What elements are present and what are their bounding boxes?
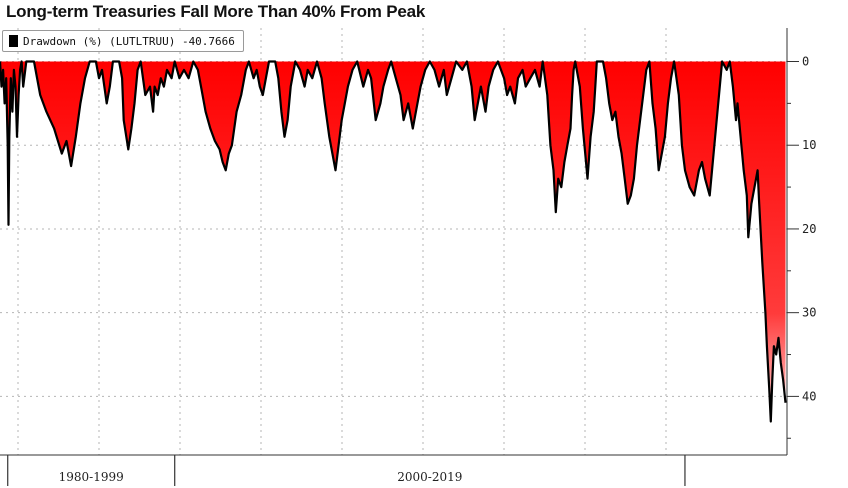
legend-swatch-icon [9, 35, 18, 47]
x-era-label: 1980-1999 [59, 470, 124, 484]
x-era-label: 2000-2019 [397, 470, 462, 484]
y-tick-label: 30 [802, 306, 816, 320]
legend-label: Drawdown (%) (LUTLTRUU) -40.7666 [23, 34, 235, 48]
y-axis: 0 10 20 30 40 [786, 28, 816, 455]
y-tick-label: 40 [802, 389, 816, 403]
chart-title: Long-term Treasuries Fall More Than 40% … [6, 2, 426, 21]
y-tick-label: 10 [802, 138, 816, 152]
y-tick-label: 0 [802, 54, 809, 68]
x-axis: 1980-1999 2000-2019 [0, 454, 787, 486]
drawdown-line [0, 60, 787, 423]
series-drawdown [0, 60, 787, 423]
legend: Drawdown (%) (LUTLTRUU) -40.7666 [2, 30, 244, 52]
y-tick-label: 20 [802, 222, 816, 236]
